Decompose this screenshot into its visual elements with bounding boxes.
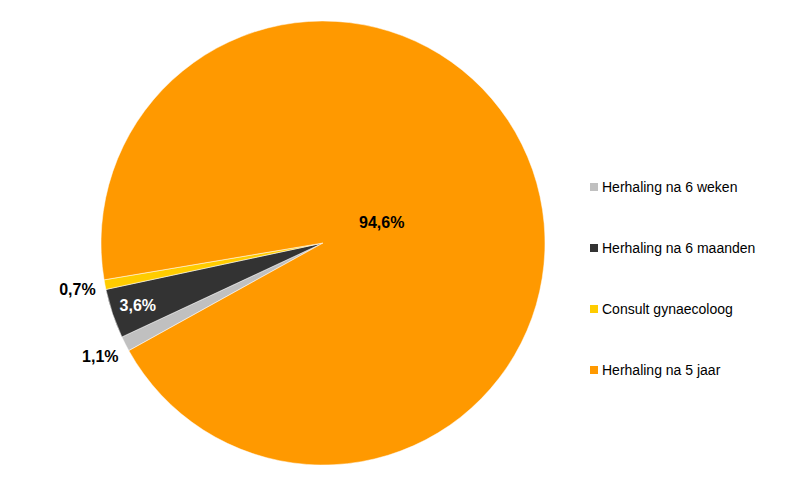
- data-label: 3,6%: [120, 297, 156, 314]
- legend-label: Consult gynaecoloog: [602, 301, 733, 317]
- data-label: 0,7%: [59, 281, 95, 298]
- legend-label: Herhaling na 6 maanden: [602, 240, 755, 256]
- legend-swatch: [590, 305, 598, 313]
- chart: 1,1%3,6%0,7%94,6%Herhaling na 6 wekenHer…: [0, 0, 803, 486]
- legend-swatch: [590, 183, 598, 191]
- data-label: 1,1%: [82, 348, 118, 365]
- legend: Herhaling na 6 weken Herhaling na 6 maand…: [590, 179, 755, 378]
- legend-label: Herhaling na 5 jaar: [602, 362, 721, 378]
- legend-swatch: [590, 366, 598, 374]
- pie: [101, 21, 545, 465]
- data-label: 94,6%: [359, 214, 404, 231]
- legend-label: Herhaling na 6 weken: [602, 179, 737, 195]
- data-labels: 1,1% 3,6% 0,7% 94,6%: [59, 214, 404, 365]
- slice: [101, 21, 545, 465]
- legend-swatch: [590, 244, 598, 252]
